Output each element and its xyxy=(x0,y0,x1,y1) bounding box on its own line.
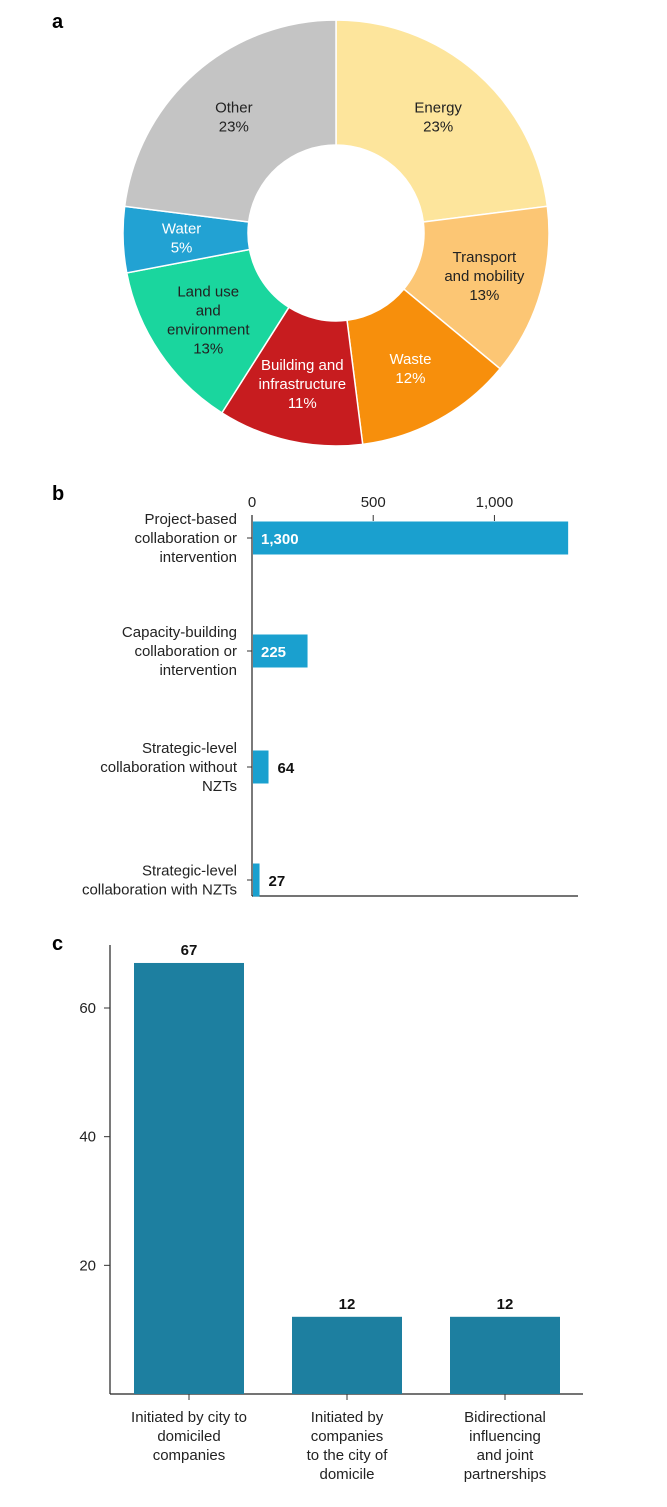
pie-slice xyxy=(123,19,337,223)
vertical-bar-chart: 20 40 60 67 Initiated by city to domiciled com… xyxy=(79,942,583,1483)
pie-slice xyxy=(220,306,364,447)
y-tick-label: 20 xyxy=(79,1257,96,1274)
slice-label: Other 23% xyxy=(215,100,253,136)
donut-chart: Energy 23% Transport and mobility 13% Waste 12… xyxy=(122,19,550,447)
bar xyxy=(253,634,308,668)
category-label: Strategic-level collaboration with NZTs xyxy=(82,863,237,899)
x-tick-label: 1,000 xyxy=(476,494,514,511)
value-label: 27 xyxy=(269,873,286,890)
pie-slice xyxy=(125,248,290,414)
y-tick-label: 60 xyxy=(79,1000,96,1017)
y-tick-label: 40 xyxy=(79,1129,96,1146)
value-label: 67 xyxy=(181,942,198,959)
value-label: 225 xyxy=(261,644,286,661)
panel-b-letter: b xyxy=(52,483,64,505)
bar xyxy=(253,521,569,555)
category-label: Bidirectional influencing and joint partner… xyxy=(464,1409,547,1483)
panel-a-letter: a xyxy=(52,11,64,33)
slice-label: Transport and mobility 13% xyxy=(444,249,525,304)
pie-slice xyxy=(335,19,549,223)
x-tick-label: 500 xyxy=(361,494,386,511)
value-label: 1,300 xyxy=(261,531,299,548)
pie-slice xyxy=(346,288,502,446)
category-label: Initiated by city to domiciled companies xyxy=(131,1409,247,1464)
slice-label: Energy 23% xyxy=(414,100,462,136)
slice-label: Building and infrastructure 11% xyxy=(259,357,347,412)
slice-label: Waste 12% xyxy=(389,351,431,387)
value-label: 64 xyxy=(278,760,295,777)
category-label: Initiated by companies to the city of domic… xyxy=(307,1409,389,1483)
horizontal-bar-chart: 0 500 1,000 Project-based collaboration or in… xyxy=(82,494,578,899)
slice-label: Water 5% xyxy=(162,220,201,256)
value-label: 12 xyxy=(339,1296,356,1313)
bar xyxy=(253,863,260,897)
bar xyxy=(253,750,269,784)
slice-label: Land use and environment 13% xyxy=(167,283,250,357)
panel-c-letter: c xyxy=(52,933,63,955)
category-label: Capacity-building collaboration or interve… xyxy=(122,624,237,679)
bar xyxy=(292,1316,402,1394)
category-label: Project-based collaboration or interventio… xyxy=(134,511,237,566)
bar xyxy=(134,962,244,1394)
bar xyxy=(450,1316,560,1394)
pie-slice xyxy=(402,205,550,370)
x-tick-label: 0 xyxy=(248,494,256,511)
category-label: Strategic-level collaboration without NZTs xyxy=(100,740,238,795)
value-label: 12 xyxy=(497,1296,514,1313)
